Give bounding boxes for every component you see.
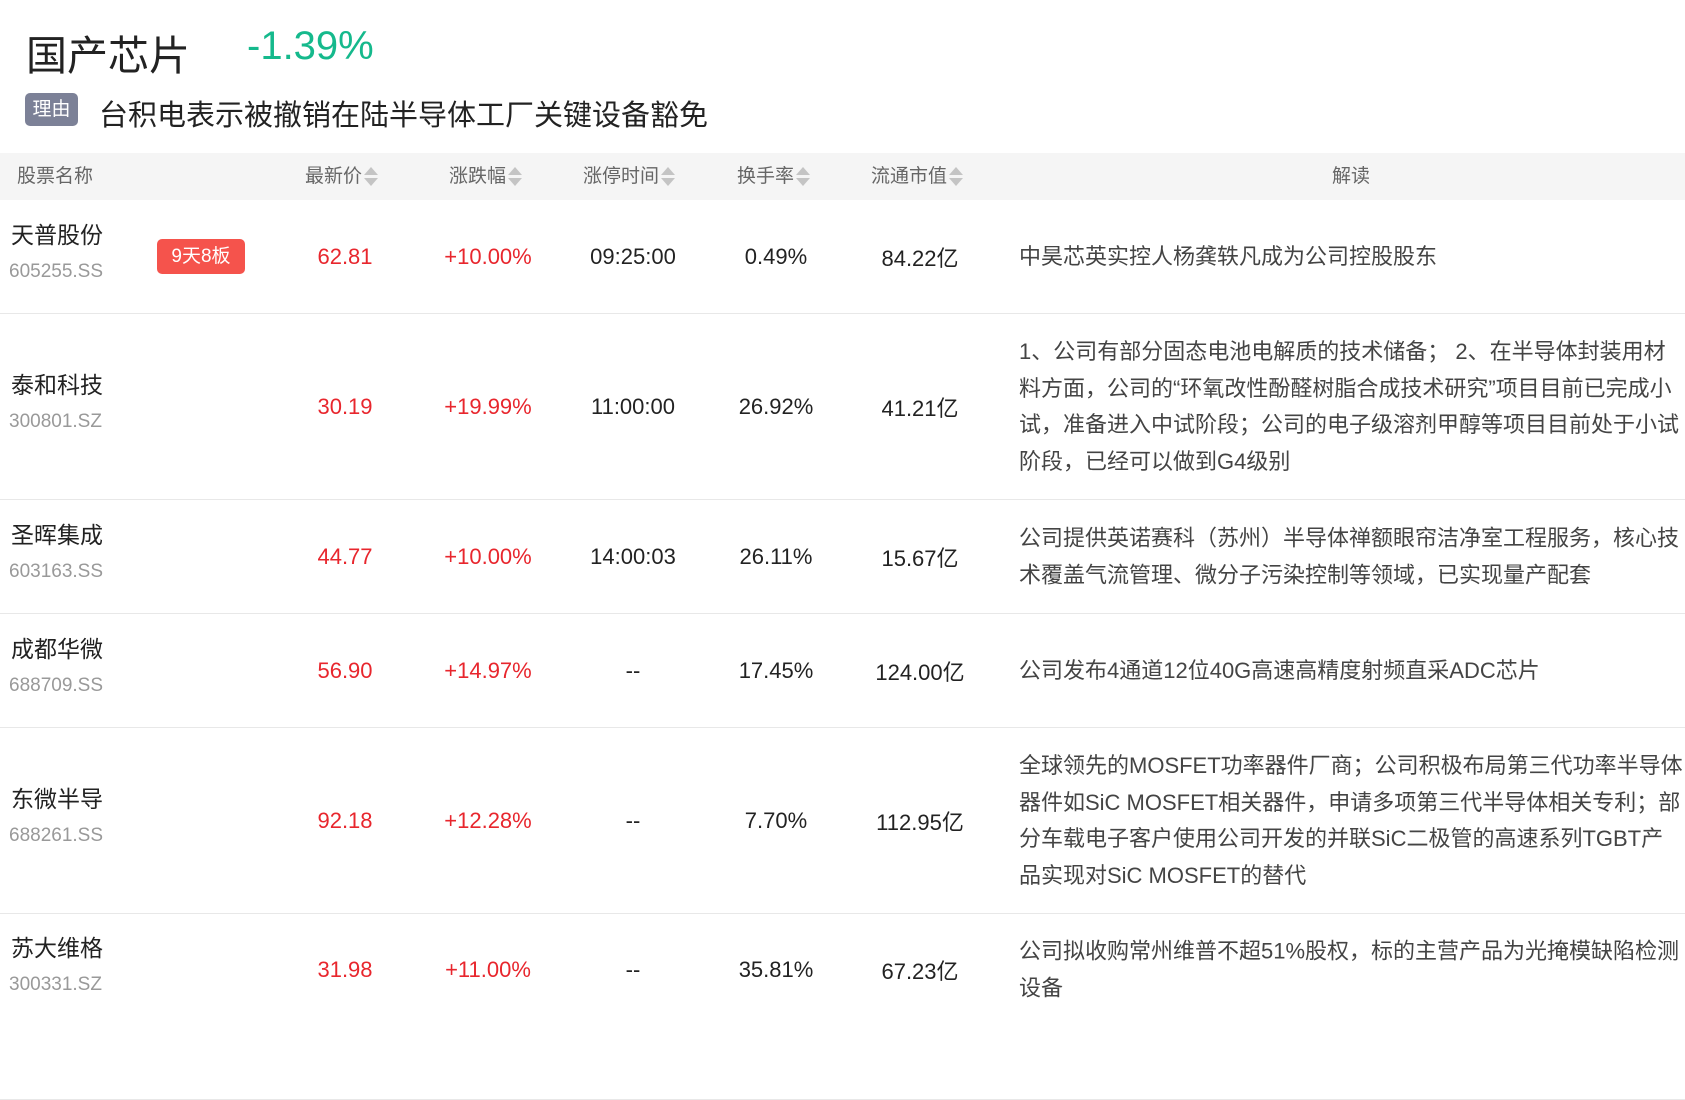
cell-turnover: 35.81%	[738, 957, 814, 982]
cell-price: 31.98	[317, 957, 373, 982]
sort-icon[interactable]	[949, 166, 964, 188]
cell-change: +10.00%	[444, 244, 532, 269]
stock-code: 300801.SZ	[9, 411, 102, 432]
cell-change: +11.00%	[445, 957, 531, 982]
stock-reading: 全球领先的MOSFET功率器件厂商；公司积极布局第三代功率半导体器件如SiC M…	[1019, 753, 1683, 888]
cell-limit-time: 14:00:03	[590, 544, 676, 569]
col-limit-time-label: 涨停时间	[583, 166, 660, 187]
cell-price: 56.90	[317, 658, 373, 683]
table-row[interactable]: 成都华微 688709.SS 56.90 +14.97% -- 17.45% 124.00…	[0, 614, 1685, 728]
col-price-label: 最新价	[305, 166, 363, 187]
col-name: 股票名称	[17, 166, 94, 187]
table-row[interactable]: 天普股份 605255.SS 9天8板 62.81 +10.00% 09:25:00 0.…	[0, 200, 1685, 314]
cell-mcap: 67.23亿	[881, 959, 959, 984]
sector-title: 国产芯片	[26, 33, 190, 79]
reason-tag: 理由	[25, 93, 78, 126]
cell-price: 30.19	[317, 394, 373, 419]
cell-turnover: 7.70%	[744, 808, 808, 833]
col-desc: 解读	[1332, 166, 1371, 187]
stock-reading: 公司提供英诺赛科（苏州）半导体禅额眼帘洁净室工程服务，核心技术覆盖气流管理、微分…	[1019, 525, 1680, 588]
sort-icon[interactable]	[364, 166, 379, 188]
table-row[interactable]: 东微半导 688261.SS 92.18 +12.28% -- 7.70% 112.95亿…	[0, 728, 1685, 914]
table-row[interactable]: 苏大维格 300331.SZ 31.98 +11.00% -- 35.81% 67.23亿…	[0, 914, 1685, 1100]
streak-badge: 9天8板	[157, 239, 245, 274]
col-change[interactable]: 涨跌幅	[449, 153, 523, 200]
sort-icon[interactable]	[508, 166, 523, 188]
cell-limit-time: --	[625, 658, 641, 683]
stock-code: 688709.SS	[9, 675, 104, 696]
stock-code: 688261.SS	[9, 825, 104, 846]
cell-turnover: 0.49%	[744, 244, 808, 269]
stock-code: 300331.SZ	[9, 974, 102, 995]
cell-change: +19.99%	[444, 394, 532, 419]
sector-change: -1.39%	[247, 24, 374, 68]
cell-price: 92.18	[317, 808, 373, 833]
stock-reading: 公司拟收购常州维普不超51%股权，标的主营产品为光掩模缺陷检测设备	[1019, 938, 1680, 1001]
col-limit-time[interactable]: 涨停时间	[583, 153, 676, 200]
cell-turnover: 17.45%	[738, 658, 814, 683]
stock-reading: 中昊芯英实控人杨龚轶凡成为公司控股股东	[1019, 243, 1438, 269]
cell-mcap: 41.21亿	[881, 396, 959, 421]
cell-turnover: 26.11%	[739, 544, 813, 569]
sort-icon[interactable]	[661, 166, 676, 188]
cell-change: +10.00%	[444, 544, 532, 569]
col-change-label: 涨跌幅	[449, 166, 507, 187]
cell-mcap: 84.22亿	[881, 246, 959, 271]
col-turnover[interactable]: 换手率	[737, 153, 811, 200]
cell-mcap: 112.95亿	[876, 810, 964, 835]
cell-mcap: 15.67亿	[881, 546, 959, 571]
cell-limit-time: --	[625, 957, 641, 982]
table-header: 股票名称 最新价 涨跌幅 涨停时间 换手率 流通市值 解读	[0, 153, 1685, 200]
stock-code: 603163.SS	[9, 561, 104, 582]
table-row[interactable]: 圣晖集成 603163.SS 44.77 +10.00% 14:00:03 26.11%…	[0, 500, 1685, 614]
cell-price: 44.77	[317, 544, 373, 569]
col-turnover-label: 换手率	[737, 166, 795, 187]
cell-limit-time: 09:25:00	[590, 244, 676, 269]
cell-mcap: 124.00亿	[875, 660, 965, 685]
cell-price: 62.81	[317, 244, 373, 269]
stock-name[interactable]: 苏大维格	[11, 935, 103, 961]
cell-change: +14.97%	[444, 658, 532, 683]
stock-name[interactable]: 泰和科技	[11, 372, 103, 398]
table-row[interactable]: 泰和科技 300801.SZ 30.19 +19.99% 11:00:00 26.92%…	[0, 314, 1685, 500]
col-mcap-label: 流通市值	[871, 166, 948, 187]
stock-reading: 1、公司有部分固态电池电解质的技术储备； 2、在半导体封装用材料方面，公司的“环…	[1019, 339, 1680, 474]
col-mcap[interactable]: 流通市值	[871, 153, 964, 200]
stock-name[interactable]: 东微半导	[11, 786, 103, 812]
col-price[interactable]: 最新价	[305, 153, 379, 200]
cell-limit-time: --	[625, 808, 641, 833]
stock-name[interactable]: 天普股份	[11, 222, 103, 248]
sort-icon[interactable]	[796, 166, 811, 188]
stock-name[interactable]: 圣晖集成	[11, 522, 103, 548]
stock-name[interactable]: 成都华微	[11, 636, 103, 662]
cell-change: +12.28%	[444, 808, 532, 833]
reason-text: 台积电表示被撤销在陆半导体工厂关键设备豁免	[99, 100, 709, 132]
cell-limit-time: 11:00:00	[590, 394, 675, 419]
stock-code: 605255.SS	[9, 261, 104, 282]
stock-reading: 公司发布4通道12位40G高速高精度射频直采ADC芯片	[1019, 657, 1540, 683]
cell-turnover: 26.92%	[738, 394, 814, 419]
